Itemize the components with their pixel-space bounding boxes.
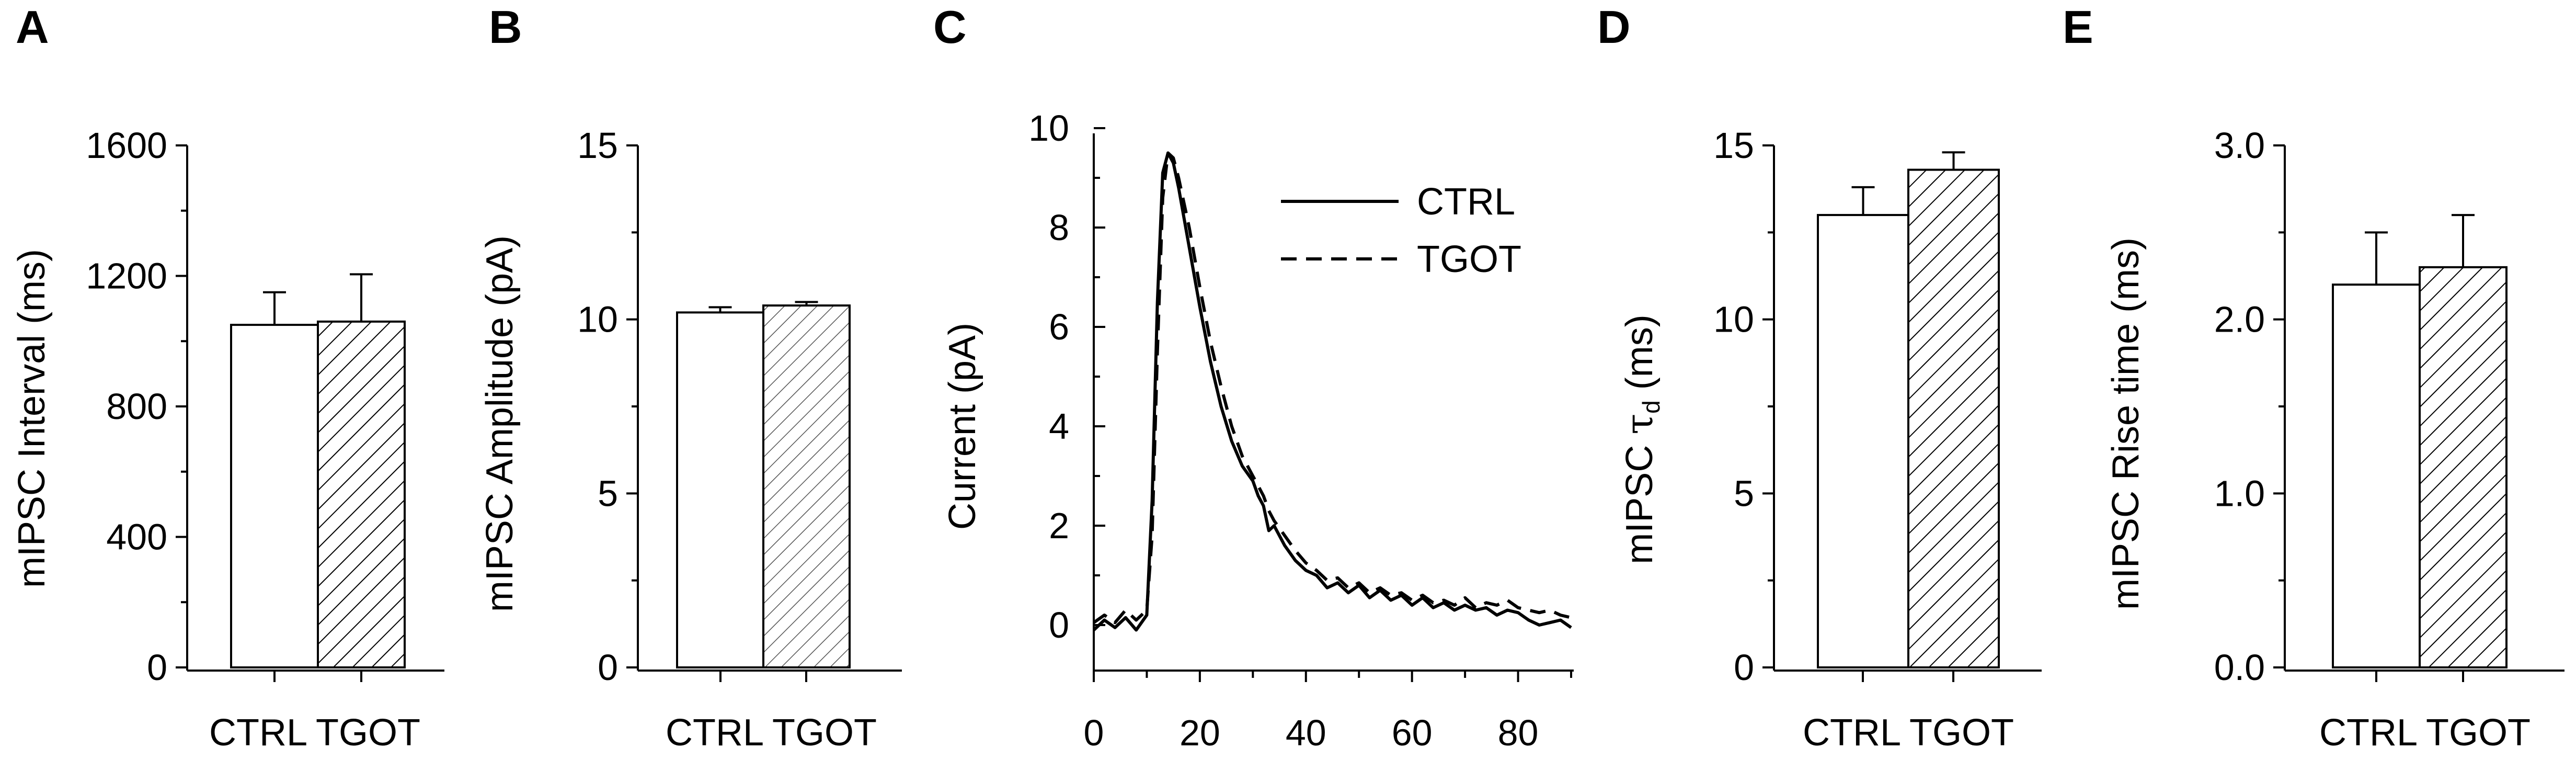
bar-ctrl — [1817, 214, 1909, 669]
x-tick-label: 60 — [1392, 712, 1433, 753]
y-tick-label: 10 — [1028, 108, 1069, 149]
y-tick-label: 2 — [1049, 505, 1069, 546]
panel-d-category-labels: CTRL TGOT — [1803, 712, 2014, 754]
panel-label-c: C — [933, 1, 967, 53]
panel-e-y-axis-label: mIPSC Rise time (ms) — [2105, 237, 2147, 610]
y-tick-label: 2.0 — [2214, 299, 2265, 340]
panel-b-y-axis-ticks: 0 5 10 15 — [577, 125, 807, 688]
panel-d-y-label-main: mIPSC — [1619, 435, 1661, 564]
x-tick-label: 80 — [1498, 712, 1539, 753]
panel-c-axis-ticks: 0 2 4 6 8 10 0 20 40 60 80 — [1028, 108, 1572, 753]
y-tick-label: 6 — [1049, 307, 1069, 347]
y-tick-label: 1.0 — [2214, 473, 2265, 514]
y-tick-label: 5 — [598, 473, 618, 514]
y-tick-label: 0 — [1734, 647, 1754, 688]
panel-d-bars — [1817, 151, 2000, 669]
y-tick-label: 1600 — [86, 125, 167, 166]
y-tick-label: 0 — [1049, 605, 1069, 645]
bar-tgot — [317, 320, 406, 668]
x-tick-label: 40 — [1286, 712, 1326, 753]
error-bar-tgot — [1942, 151, 1965, 170]
x-tick-label: 20 — [1180, 712, 1220, 753]
panel-d-y-axis-ticks: 0 5 10 15 — [1713, 125, 1954, 688]
y-tick-label: 10 — [577, 299, 618, 340]
y-tick-label: 15 — [577, 125, 618, 166]
bar-tgot — [2419, 266, 2508, 669]
x-tick-label: 0 — [1084, 712, 1104, 753]
y-tick-label: 10 — [1713, 299, 1754, 340]
panel-label-b: B — [489, 1, 522, 53]
panel-b-y-axis-label: mIPSC Amplitude (pA) — [479, 235, 521, 612]
bar-ctrl — [230, 324, 319, 668]
series-line-ctrl — [1092, 151, 1572, 632]
error-bar-ctrl — [263, 291, 286, 325]
panel-e-bars — [2332, 214, 2508, 669]
panel-c-traces — [1092, 151, 1572, 632]
bar-tgot — [762, 304, 851, 668]
y-tick-label: 400 — [106, 517, 167, 558]
panel-d: 0 5 10 15 mIPSC τd (ms) CTRL TGOT — [1617, 125, 2042, 754]
y-tick-label: 0 — [598, 647, 618, 688]
panel-d-y-axis-label: mIPSC τd (ms) — [1617, 314, 1665, 564]
y-tick-label: 4 — [1049, 406, 1069, 447]
panel-a: 0 400 800 1200 1600 mIPSC Interval (ms) CTRL… — [11, 125, 444, 754]
error-bar-ctrl — [1851, 186, 1875, 215]
bar-ctrl — [2332, 283, 2421, 668]
panel-label-e: E — [2063, 1, 2093, 53]
panel-d-y-label-sub: d — [1638, 400, 1665, 414]
panel-b: 0 5 10 15 mIPSC Amplitude (pA) CTRL TGOT — [479, 125, 902, 754]
panel-d-y-label-unit: (ms) — [1619, 314, 1661, 400]
panel-c-legend: CTRL TGOT — [1281, 181, 1521, 280]
panel-e-y-axis-ticks: 0.0 1.0 2.0 3.0 — [2214, 125, 2464, 688]
error-bar-tgot — [795, 301, 818, 306]
y-tick-label: 3.0 — [2214, 125, 2265, 166]
y-tick-label: 1200 — [86, 256, 167, 297]
error-bar-tgot — [2452, 214, 2475, 267]
y-tick-label: 0.0 — [2214, 647, 2265, 688]
y-tick-label: 800 — [106, 386, 167, 427]
bar-ctrl — [676, 311, 764, 668]
error-bar-tgot — [350, 273, 373, 322]
legend-label-ctrl: CTRL — [1417, 181, 1515, 223]
y-tick-label: 8 — [1049, 207, 1069, 248]
panel-label-a: A — [16, 1, 49, 53]
panel-b-bars — [676, 301, 851, 668]
panel-a-bars — [230, 273, 406, 668]
legend-label-tgot: TGOT — [1417, 239, 1521, 280]
panel-d-y-label-tau: τ — [1617, 414, 1661, 435]
y-tick-label: 0 — [147, 647, 167, 688]
panel-b-category-labels: CTRL TGOT — [666, 712, 877, 754]
panel-label-d: D — [1597, 1, 1631, 53]
panel-a-y-axis-label: mIPSC Interval (ms) — [11, 249, 53, 588]
series-line-tgot — [1093, 151, 1572, 625]
panel-c: 0 2 4 6 8 10 0 20 40 60 80 Current (pA) CTRL TGOT — [942, 108, 1574, 753]
panel-c-y-axis-label: Current (pA) — [942, 323, 983, 530]
y-tick-label: 5 — [1734, 473, 1754, 514]
y-tick-label: 15 — [1713, 125, 1754, 166]
error-bar-ctrl — [708, 306, 732, 313]
panel-e: 0.0 1.0 2.0 3.0 mIPSC Rise time (ms) CTRL T… — [2105, 125, 2564, 754]
error-bar-ctrl — [2365, 231, 2388, 285]
panel-e-category-labels: CTRL TGOT — [2319, 712, 2531, 754]
bar-tgot — [1907, 168, 2000, 669]
panel-a-category-labels: CTRL TGOT — [209, 712, 420, 754]
